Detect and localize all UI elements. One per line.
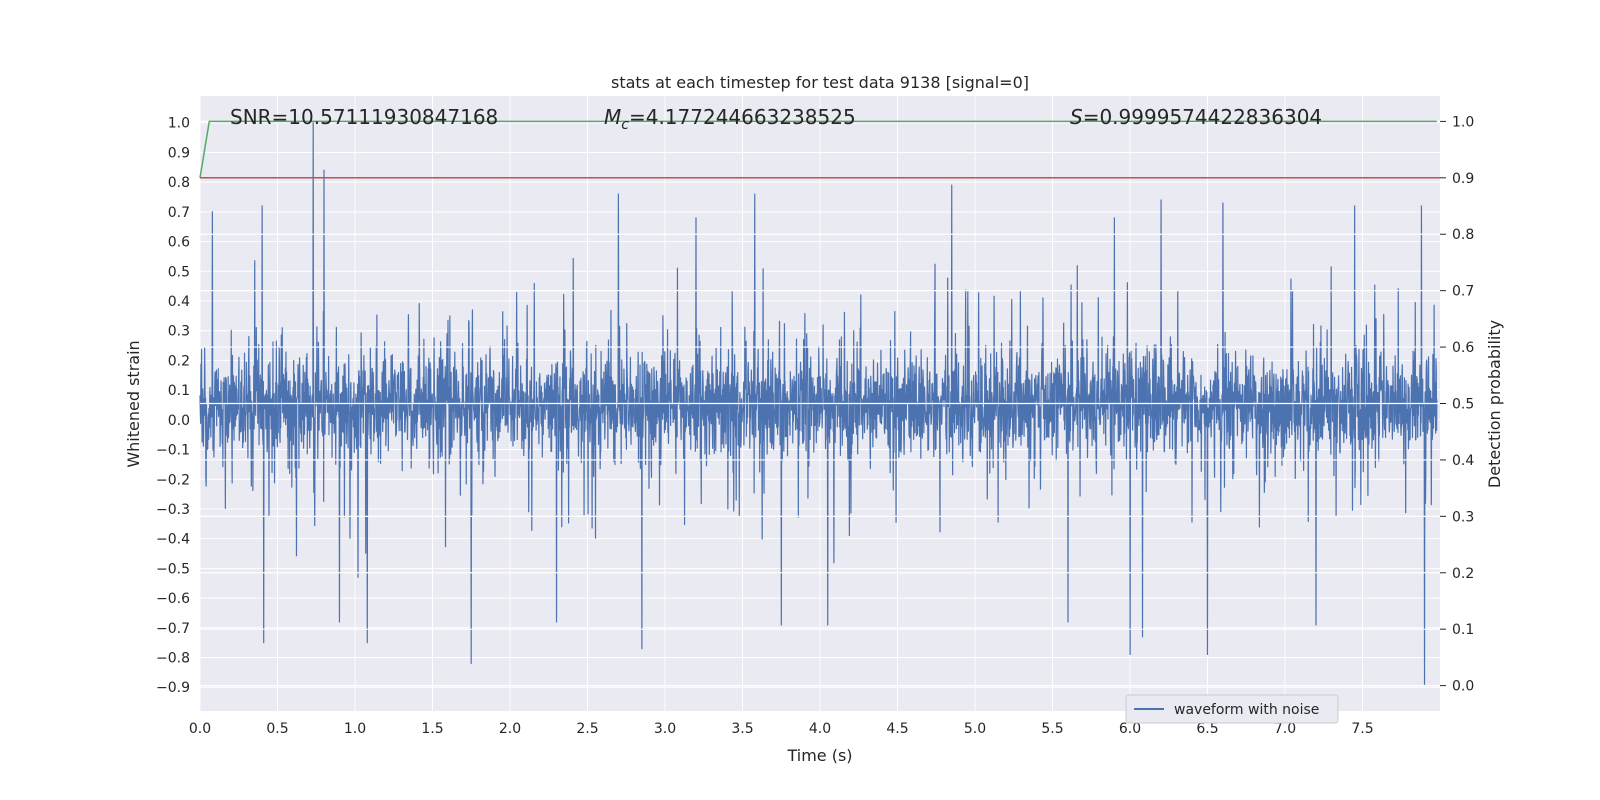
y-tick-label: −0.8 [156, 651, 190, 667]
y2-tick-label: 0.8 [1452, 227, 1474, 243]
y-tick-label: 0.3 [168, 324, 190, 340]
annotation-s-symbol: S [1070, 105, 1083, 129]
probability-series [199, 120, 1440, 179]
y-tick-label: 0.8 [168, 175, 190, 191]
x-tick-label: 7.5 [1351, 721, 1373, 737]
y-tick-label: 0.6 [168, 235, 190, 251]
y2-tick-label: 1.0 [1452, 114, 1474, 130]
y2-axis-label: Detection probability [1485, 320, 1504, 488]
annotation-chirp-mass-value: =4.177244663238525 [629, 105, 856, 129]
x-tick-label: 4.0 [809, 721, 831, 737]
y2-tick-label: 0.1 [1452, 622, 1474, 638]
x-tick-label: 5.5 [1041, 721, 1063, 737]
y-tick-label: 0.0 [168, 413, 190, 429]
legend-box [1125, 694, 1339, 724]
y-tick-label: −0.5 [156, 561, 190, 577]
y-tick-label: −0.6 [156, 591, 190, 607]
x-tick-label: 1.5 [421, 721, 443, 737]
y-tick-label: 0.2 [168, 353, 190, 369]
y2-tick-label: 0.4 [1452, 453, 1474, 469]
waveform-series [199, 122, 1438, 685]
x-axis-label: Time (s) [786, 746, 852, 765]
x-tick-label: 4.5 [886, 721, 908, 737]
y-axis-label: Whitened strain [124, 340, 143, 467]
y2-tick-label: 0.2 [1452, 566, 1474, 582]
x-tick-label: 6.5 [1196, 721, 1218, 737]
legend: waveform with noise [1125, 694, 1339, 724]
annotation-s: S=0.9999574422836304 [1070, 105, 1322, 129]
y-tick-label: −0.4 [156, 532, 190, 548]
x-tick-label: 2.5 [576, 721, 598, 737]
x-tick-label: 0.5 [266, 721, 288, 737]
y-tick-label: 0.7 [168, 205, 190, 221]
annotation-chirp-mass: Mc=4.177244663238525 [604, 105, 856, 133]
x-tick-label: 5.0 [964, 721, 986, 737]
annotation-s-value: =0.9999574422836304 [1083, 105, 1322, 129]
x-tick-label: 6.0 [1119, 721, 1141, 737]
axes-layer: −0.9 −0.8 −0.7 −0.6 −0.5 −0.4 −0.3 −0.2 −0.1 0.0 0… [156, 114, 1474, 737]
annotation-chirp-mass-subscript: c [621, 117, 629, 133]
y-tick-label: 1.0 [168, 116, 190, 132]
annotation-chirp-mass-symbol: M [604, 105, 621, 129]
chart-title: stats at each timestep for test data 913… [611, 73, 1029, 92]
legend-label-waveform: waveform with noise [1174, 702, 1319, 718]
waveform-trace [199, 122, 1438, 685]
x-tick-label: 2.0 [499, 721, 521, 737]
x-tick-label: 3.5 [731, 721, 753, 737]
x-tick-label: 3.0 [654, 721, 676, 737]
y2-tick-label: 0.3 [1452, 509, 1474, 525]
y2-tick-label: 0.6 [1452, 340, 1474, 356]
x-tick-label: 7.0 [1274, 721, 1296, 737]
y2-tick-label: 0.0 [1452, 679, 1474, 695]
x-tick-label: 1.0 [344, 721, 366, 737]
y-tick-label: 0.4 [168, 294, 190, 310]
y2-tick-label: 0.7 [1452, 284, 1474, 300]
y-tick-label: −0.9 [156, 680, 190, 696]
y-tick-label: −0.2 [156, 472, 190, 488]
y-tick-label: 0.1 [168, 383, 190, 399]
y2-tick-label: 0.9 [1452, 171, 1474, 187]
y-tick-label: −0.3 [156, 502, 190, 518]
y2-tick-label: 0.5 [1452, 397, 1474, 413]
y-tick-label: 0.5 [168, 264, 190, 280]
y-tick-label: −0.7 [156, 621, 190, 637]
probability-line [199, 120, 1437, 178]
annotation-snr: SNR=10.57111930847168 [230, 105, 498, 129]
y-tick-label: −0.1 [156, 443, 190, 459]
x-tick-label: 0.0 [189, 721, 211, 737]
y-tick-label: 0.9 [168, 145, 190, 161]
